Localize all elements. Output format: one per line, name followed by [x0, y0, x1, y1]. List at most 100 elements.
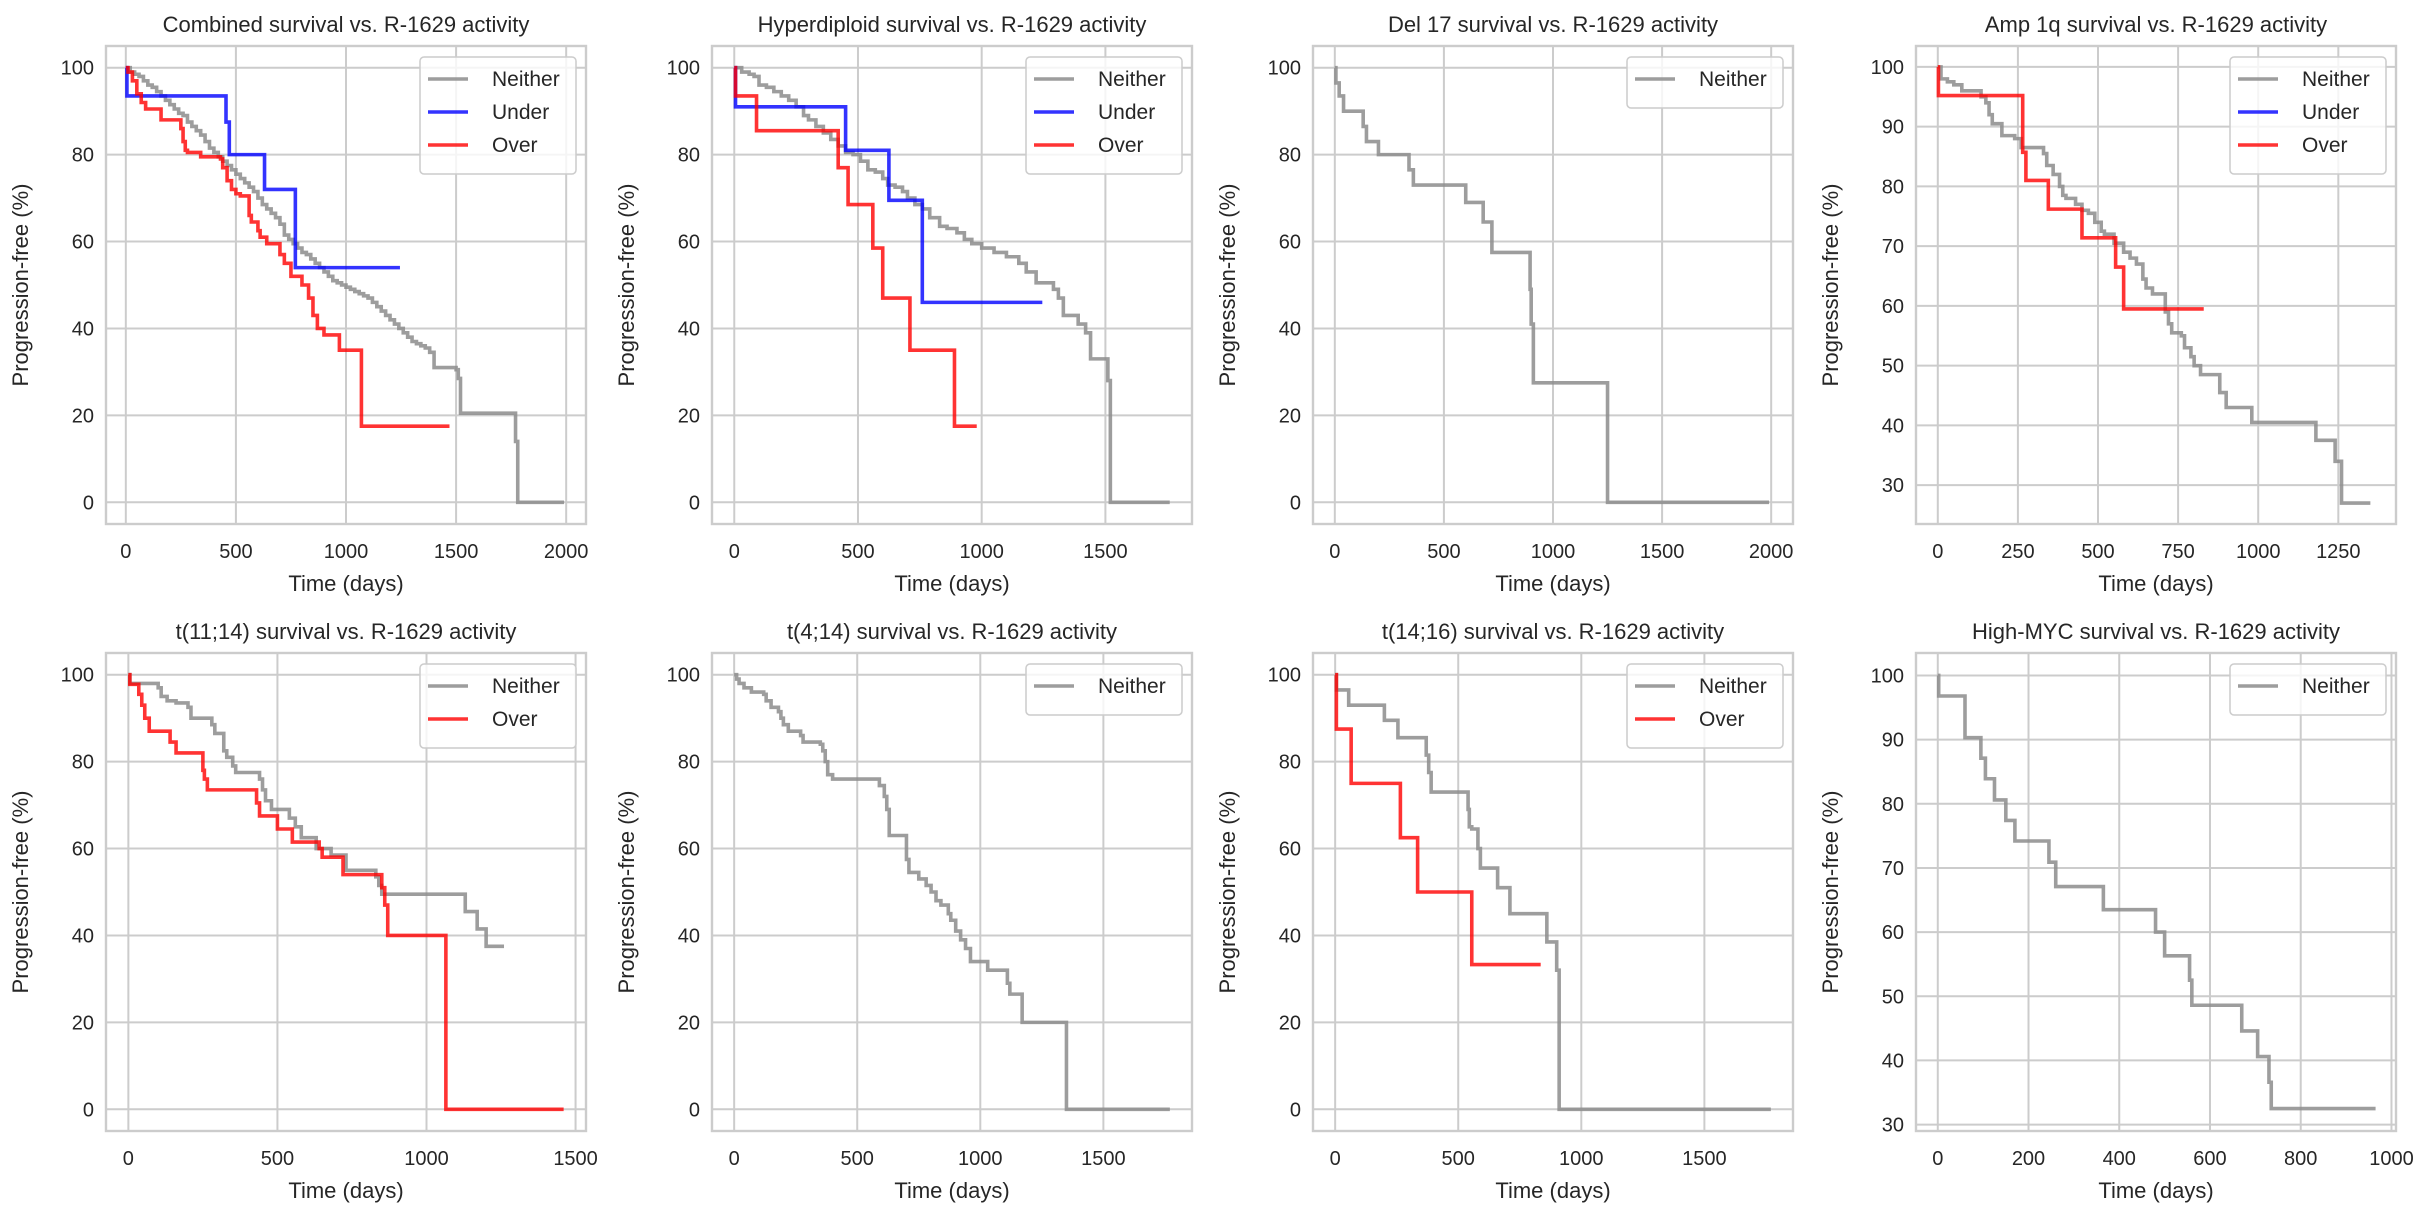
y-tick-label: 40: [1882, 415, 1904, 437]
chart-panel: 0 250 500 750 1000 1250 30 40 50 60 70 80 90 100 Amp 1…: [1818, 12, 2398, 596]
y-tick-label: 60: [678, 839, 700, 861]
legend-label-neither: Neither: [1098, 675, 1166, 698]
axes-frame: [1914, 651, 2398, 1133]
x-tick-label: 1000: [958, 1148, 1003, 1170]
x-tick-label: 500: [841, 541, 874, 563]
legend: Neither Under Over: [419, 56, 577, 175]
legend-label-over: Over: [492, 708, 538, 731]
legend-label-neither: Neither: [2302, 68, 2370, 91]
x-tick-label: 1500: [1640, 541, 1685, 563]
x-tick-label: 0: [1329, 541, 1340, 563]
y-tick-label: 60: [1882, 922, 1904, 944]
series-line-over: [1334, 672, 1541, 967]
y-tick-label: 60: [1882, 296, 1904, 318]
axes-frame: [710, 44, 1194, 526]
x-tick-label: 750: [2161, 541, 2194, 563]
x-tick-label: 1500: [1682, 1148, 1727, 1170]
y-tick-label: 40: [72, 925, 94, 947]
legend-label-neither: Neither: [492, 675, 560, 698]
x-tick-label: 1500: [434, 541, 479, 563]
series-line-neither: [734, 65, 1170, 505]
legend-label-over: Over: [1098, 134, 1144, 157]
x-tick-label: 500: [1442, 1148, 1475, 1170]
axes-frame: [1311, 44, 1795, 526]
legend: Neither: [1626, 56, 1784, 109]
x-tick-label: 0: [729, 1148, 740, 1170]
legend: Neither Over: [1626, 663, 1784, 749]
y-tick-label: 40: [1279, 318, 1301, 340]
y-tick-label: 100: [1268, 665, 1301, 687]
y-axis-label: Progression-free (%): [8, 184, 33, 387]
y-tick-label: 30: [1882, 475, 1904, 497]
y-tick-label: 20: [72, 405, 94, 427]
y-tick-label: 100: [1268, 58, 1301, 80]
x-tick-label: 1000: [959, 541, 1004, 563]
series-line-neither: [1334, 672, 1771, 1112]
y-tick-label: 20: [1279, 405, 1301, 427]
x-tick-label: 500: [219, 541, 252, 563]
x-tick-label: 2000: [1749, 541, 1794, 563]
chart-panel: 0 500 1000 1500 0 20 40 60 80 100 t(11;14) surviva…: [8, 619, 598, 1203]
plot-area: [1916, 653, 2396, 1131]
chart-title: t(4;14) survival vs. R-1629 activity: [787, 619, 1117, 644]
chart-title: Combined survival vs. R-1629 activity: [163, 12, 530, 37]
y-tick-label: 80: [678, 145, 700, 167]
x-tick-label: 2000: [544, 541, 589, 563]
y-tick-label: 90: [1882, 730, 1904, 752]
x-axis-label: Time (days): [288, 571, 403, 596]
series-line-neither: [1937, 65, 2371, 505]
series-line-neither: [128, 672, 505, 949]
chart-panel: 0 500 1000 1500 0 20 40 60 80 100 t(4;14) survival…: [614, 619, 1194, 1203]
y-tick-label: 40: [678, 318, 700, 340]
x-tick-label: 1000: [1531, 541, 1576, 563]
x-axis-label: Time (days): [1495, 1178, 1610, 1203]
x-tick-label: 500: [261, 1148, 294, 1170]
series-line-neither: [1334, 65, 1769, 505]
x-tick-label: 0: [1932, 541, 1943, 563]
x-axis-label: Time (days): [894, 571, 1009, 596]
y-axis-label: Progression-free (%): [614, 791, 639, 994]
legend-box: [1626, 56, 1784, 109]
series-line-neither: [125, 65, 564, 505]
y-tick-label: 0: [689, 492, 700, 514]
y-tick-label: 60: [678, 232, 700, 254]
y-axis-label: Progression-free (%): [1215, 791, 1240, 994]
x-tick-label: 0: [729, 541, 740, 563]
x-tick-label: 500: [2081, 541, 2114, 563]
series-line-over: [733, 65, 977, 429]
chart-title: t(14;16) survival vs. R-1629 activity: [1382, 619, 1724, 644]
y-axis-label: Progression-free (%): [614, 184, 639, 387]
y-axis-label: Progression-free (%): [1818, 791, 1843, 994]
series-line-over: [1936, 65, 2204, 311]
y-tick-label: 20: [678, 1012, 700, 1034]
series-line-under: [125, 65, 400, 270]
x-tick-label: 0: [120, 541, 131, 563]
x-tick-label: 500: [841, 1148, 874, 1170]
axes-frame: [104, 651, 588, 1133]
axes-frame: [710, 651, 1194, 1133]
y-tick-label: 100: [61, 665, 94, 687]
y-tick-label: 50: [1882, 356, 1904, 378]
x-axis-label: Time (days): [2098, 571, 2213, 596]
legend: Neither Over: [419, 663, 577, 749]
y-tick-label: 0: [83, 492, 94, 514]
y-tick-label: 60: [1279, 839, 1301, 861]
x-tick-label: 0: [1932, 1148, 1943, 1170]
x-tick-label: 200: [2012, 1148, 2045, 1170]
legend-label-neither: Neither: [1699, 675, 1767, 698]
y-tick-label: 0: [1290, 492, 1301, 514]
x-tick-label: 1000: [2369, 1148, 2414, 1170]
y-tick-label: 50: [1882, 986, 1904, 1008]
x-tick-label: 1250: [2316, 541, 2361, 563]
y-tick-label: 100: [1871, 57, 1904, 79]
y-tick-label: 100: [667, 665, 700, 687]
y-tick-label: 100: [61, 58, 94, 80]
legend-label-over: Over: [492, 134, 538, 157]
x-axis-label: Time (days): [1495, 571, 1610, 596]
y-tick-label: 80: [1279, 752, 1301, 774]
x-tick-label: 1500: [1081, 1148, 1126, 1170]
legend: Neither Under Over: [2229, 56, 2387, 175]
y-tick-label: 0: [689, 1099, 700, 1121]
y-tick-label: 60: [72, 839, 94, 861]
